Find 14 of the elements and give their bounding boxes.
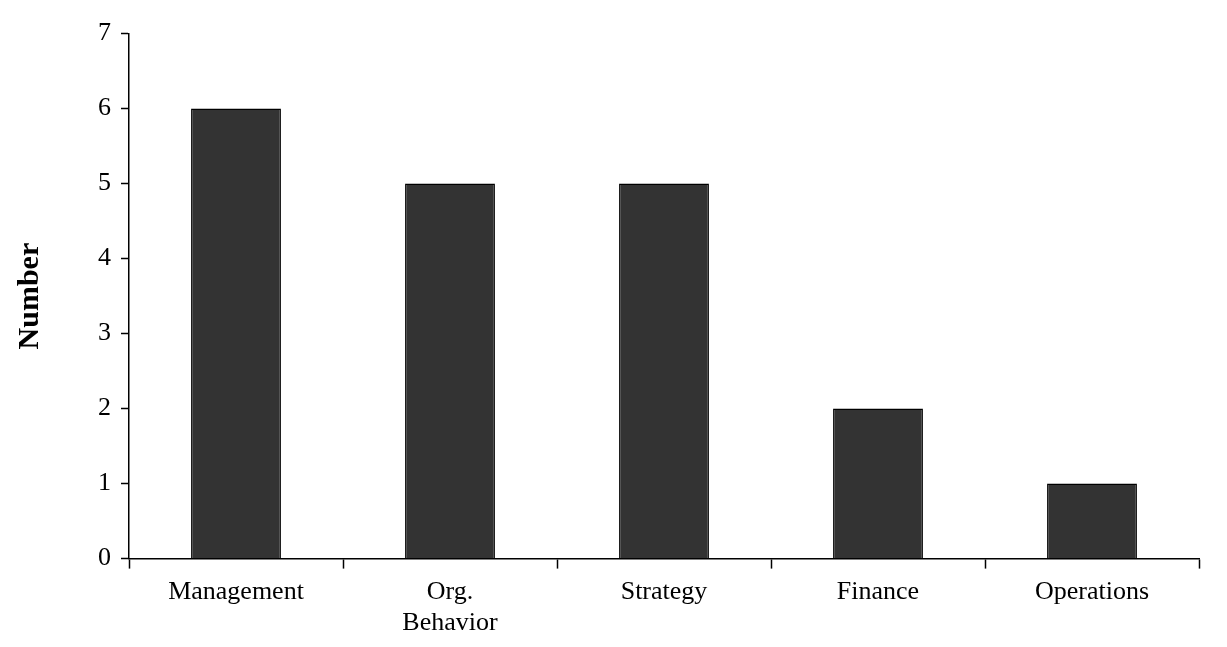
y-tick-label: 4: [98, 242, 111, 272]
x-tick-label: Finance: [836, 576, 920, 606]
y-tick-label: 5: [98, 167, 111, 197]
x-tick-label: Operations: [1034, 576, 1150, 606]
y-axis-title: Number: [10, 242, 44, 350]
x-tick-label: Management: [168, 576, 305, 606]
x-tick-label: Strategy: [620, 576, 708, 606]
y-tick-label: 3: [98, 317, 111, 347]
x-tick-label: Org. Behavior: [402, 576, 498, 637]
y-tick-label: 6: [98, 92, 111, 122]
y-tick-label: 7: [98, 17, 111, 47]
y-tick-label: 2: [98, 392, 111, 422]
y-tick-label: 1: [98, 467, 111, 497]
y-tick-label: 0: [98, 542, 111, 572]
